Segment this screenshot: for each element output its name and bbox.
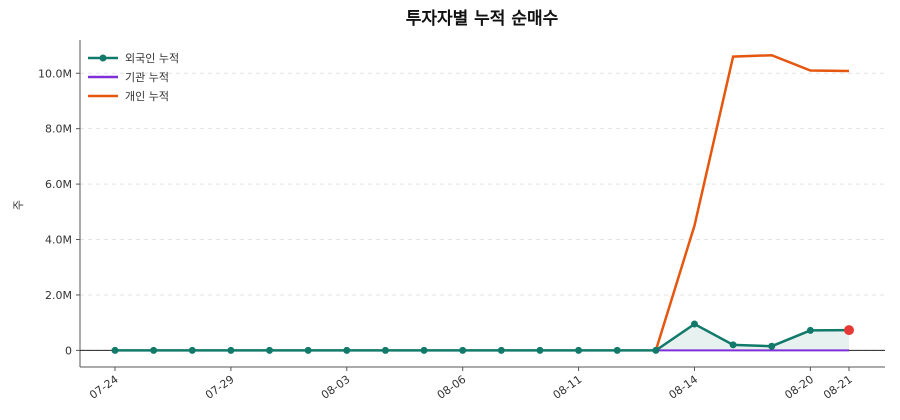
point bbox=[652, 346, 660, 354]
series-line bbox=[115, 322, 850, 352]
y-tick-label: 4.0M bbox=[45, 234, 72, 247]
x-tick-label: 07-29 bbox=[203, 373, 237, 402]
y-tick-label: 2.0M bbox=[45, 289, 72, 302]
x-tick-label: 08-03 bbox=[319, 373, 353, 402]
x-tick-label: 07-24 bbox=[87, 373, 121, 402]
y-tick-label: 6.0M bbox=[45, 178, 72, 191]
y-tick-label: 0 bbox=[65, 344, 72, 357]
point bbox=[575, 346, 583, 354]
point bbox=[420, 346, 428, 354]
point bbox=[343, 346, 351, 354]
point bbox=[111, 346, 119, 354]
point bbox=[497, 346, 505, 354]
y-tick-label: 8.0M bbox=[45, 123, 72, 136]
point bbox=[729, 341, 737, 349]
y-axis-label: 주 bbox=[12, 200, 25, 210]
x-tick-label: 08-11 bbox=[551, 373, 585, 402]
x-tick-label: 08-21 bbox=[821, 373, 855, 402]
point bbox=[381, 346, 389, 354]
point bbox=[806, 326, 814, 334]
x-tick-label: 08-20 bbox=[782, 373, 816, 402]
legend-label: 외국인 누적 bbox=[125, 52, 179, 65]
legend-label: 기관 누적 bbox=[125, 71, 169, 84]
point bbox=[768, 342, 776, 350]
area-fill bbox=[115, 324, 849, 351]
point bbox=[613, 346, 621, 354]
chart-title: 투자자별 누적 순매수 bbox=[406, 9, 559, 29]
point bbox=[536, 346, 544, 354]
legend-marker bbox=[99, 54, 107, 62]
point bbox=[304, 346, 312, 354]
y-tick-label: 10.0M bbox=[38, 67, 72, 80]
legend-label: 개인 누적 bbox=[125, 90, 169, 103]
point bbox=[150, 346, 158, 354]
last-point-highlight bbox=[844, 325, 854, 336]
point bbox=[266, 346, 274, 354]
point bbox=[459, 346, 467, 354]
x-tick-label: 08-06 bbox=[435, 373, 469, 402]
x-tick-label: 08-14 bbox=[667, 373, 701, 402]
point bbox=[227, 346, 235, 354]
series-line bbox=[654, 53, 850, 351]
point bbox=[188, 346, 196, 354]
point bbox=[690, 320, 698, 328]
